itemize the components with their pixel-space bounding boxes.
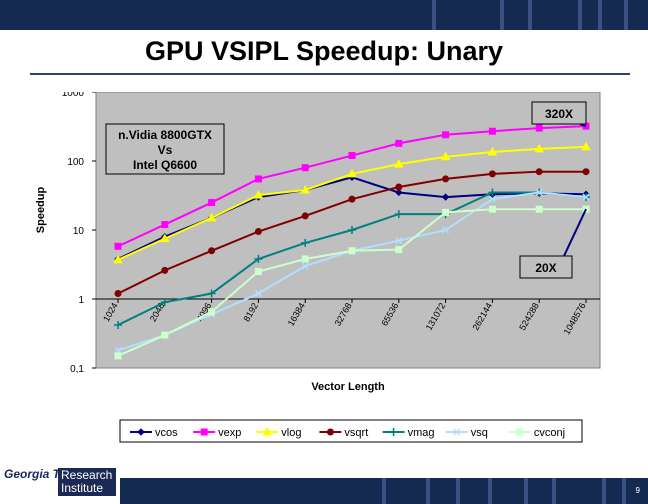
data-point-vexp	[348, 152, 356, 160]
data-point-vexp	[535, 124, 543, 132]
data-point-vsqrt	[582, 168, 590, 176]
data-point-vlog	[206, 212, 217, 222]
georgia-tech-logo: Georgia Tech Research Institute	[4, 468, 116, 498]
legend-marker-cvconj	[516, 428, 524, 436]
data-point-vsqrt	[208, 247, 216, 255]
header-band	[0, 0, 648, 30]
data-point-vsqrt	[395, 183, 403, 191]
data-point-cvconj	[348, 247, 356, 255]
callout-20x-text: 20X	[535, 261, 556, 275]
data-point-vlog	[393, 159, 404, 168]
legend-marker-vcos	[137, 428, 145, 436]
data-point-cvconj	[254, 268, 262, 276]
data-point-vsq	[582, 193, 590, 201]
x-axis-title: Vector Length	[311, 381, 385, 393]
legend-marker-vlog	[262, 426, 273, 436]
data-point-vmag	[160, 298, 169, 307]
data-point-cvconj	[208, 308, 216, 316]
data-point-cvconj	[395, 246, 403, 254]
comparison-callout-text: n.Vidia 8800GTX	[118, 128, 212, 142]
data-point-vsq	[301, 262, 309, 270]
footer-band	[120, 478, 648, 504]
data-point-vexp	[114, 242, 122, 250]
data-point-vlog	[347, 168, 357, 178]
data-point-vcos	[395, 188, 403, 197]
y-tick-label: 1000	[62, 92, 85, 99]
data-point-vlog	[581, 141, 591, 151]
title-divider	[30, 73, 630, 75]
data-point-cvconj	[488, 205, 496, 213]
comparison-callout-text: Vs	[158, 143, 173, 157]
legend-label-vlog: vlog	[281, 427, 301, 439]
data-point-vsq	[442, 226, 450, 234]
data-point-cvconj	[535, 205, 543, 213]
callout-320x-text: 320X	[545, 107, 573, 121]
legend-marker-vmag	[389, 428, 398, 436]
data-point-vmag	[394, 210, 403, 219]
data-point-vmag	[114, 320, 122, 329]
footer: Georgia Tech Research Institute 9	[0, 462, 648, 504]
y-tick-label: 1	[78, 295, 84, 306]
comparison-callout-text: Intel Q6600	[133, 158, 197, 172]
callout-20x-box	[519, 255, 573, 279]
data-point-vmag	[207, 289, 216, 298]
legend-marker-vexp	[200, 428, 208, 436]
data-point-vsqrt	[535, 168, 543, 176]
y-tick-label: 0,1	[70, 364, 84, 375]
data-point-vcos	[441, 193, 450, 201]
data-point-vmag	[488, 188, 497, 197]
data-point-vsq	[395, 237, 403, 245]
page-number: 9	[635, 486, 640, 495]
data-point-vlog	[253, 190, 264, 199]
legend-marker-vsq	[453, 428, 461, 436]
data-point-vsq	[535, 188, 543, 196]
data-point-vsqrt	[442, 175, 450, 183]
data-point-vexp	[254, 175, 262, 183]
data-point-vsqrt	[161, 266, 169, 274]
legend-label-vexp: vexp	[218, 427, 241, 439]
data-point-vsq	[488, 195, 496, 203]
data-point-vsqrt	[254, 228, 262, 236]
data-point-vsq	[254, 290, 262, 298]
data-point-vexp	[208, 199, 216, 207]
y-axis-title: Speedup	[35, 186, 47, 233]
data-point-vsqrt	[114, 290, 122, 298]
data-point-vmag	[348, 226, 356, 234]
slide-title: GPU VSIPL Speedup: Unary	[144, 36, 504, 66]
legend-label-vsq: vsq	[471, 427, 488, 439]
data-point-vexp	[395, 139, 403, 147]
data-point-cvconj	[301, 255, 309, 263]
data-point-cvconj	[442, 208, 450, 216]
data-point-vexp	[488, 127, 496, 135]
legend-box	[119, 419, 583, 443]
callout-20x-pointer	[563, 208, 587, 257]
legend-marker-vsqrt	[326, 428, 334, 436]
comparison-callout-box	[105, 123, 225, 175]
logo-text-right: Research Institute	[58, 468, 116, 496]
callout-320x-box	[531, 101, 587, 125]
y-tick-label: 10	[73, 226, 85, 237]
legend-label-vmag: vmag	[408, 427, 435, 439]
legend-label-cvconj: cvconj	[534, 427, 565, 439]
data-point-vexp	[161, 221, 169, 229]
data-point-vsqrt	[488, 170, 496, 178]
data-point-vlog	[487, 146, 498, 156]
data-point-vsqrt	[348, 195, 356, 203]
legend-label-vcos: vcos	[155, 427, 178, 439]
data-point-vexp	[301, 164, 309, 172]
data-point-vexp	[442, 131, 450, 139]
data-point-vlog	[300, 184, 311, 194]
data-point-vsqrt	[301, 212, 309, 220]
data-point-vmag	[254, 254, 263, 263]
data-point-vlog	[113, 254, 123, 264]
data-point-vlog	[440, 151, 451, 161]
y-tick-label: 100	[67, 157, 84, 168]
data-point-vlog	[534, 143, 545, 153]
data-point-cvconj	[161, 331, 169, 339]
data-point-cvconj	[114, 352, 122, 360]
data-point-vlog	[159, 233, 170, 243]
data-point-vmag	[301, 238, 310, 247]
legend-label-vsqrt: vsqrt	[344, 427, 368, 439]
